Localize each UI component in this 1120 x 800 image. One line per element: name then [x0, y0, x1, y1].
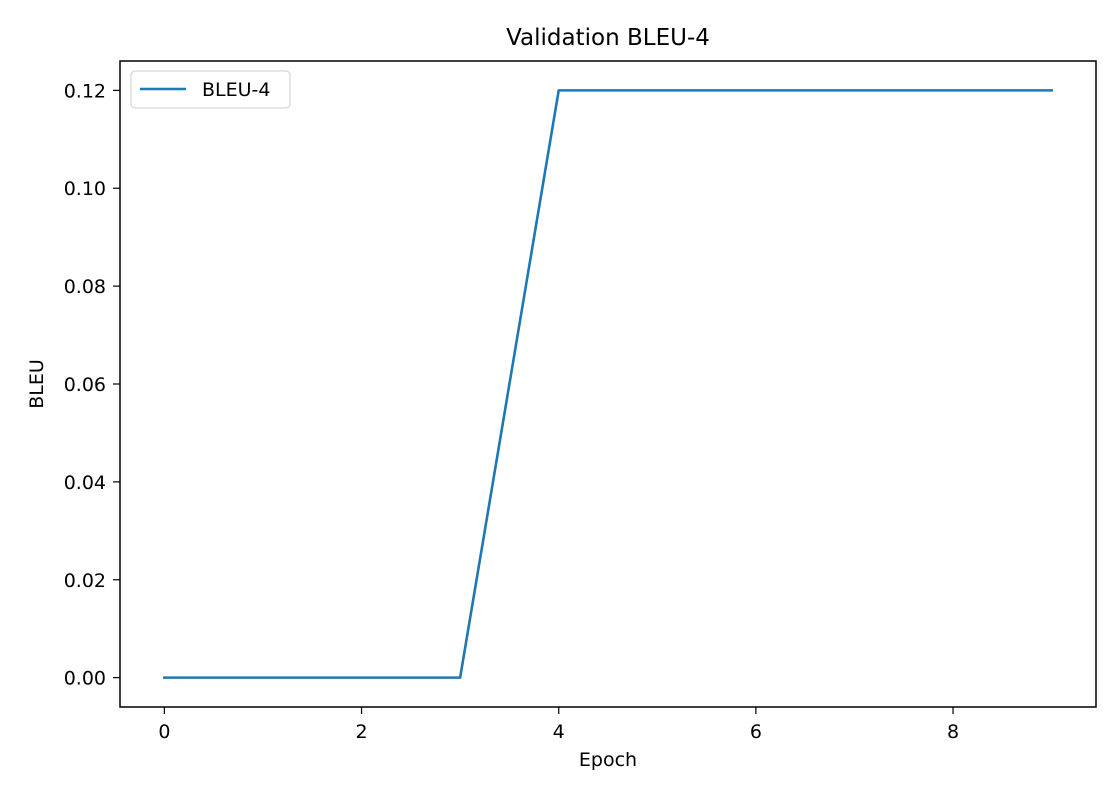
legend: BLEU-4	[131, 71, 290, 108]
y-tick-label: 0.06	[64, 374, 106, 396]
x-axis-label: Epoch	[579, 749, 637, 771]
chart-title: Validation BLEU-4	[506, 25, 710, 51]
x-tick-label: 8	[947, 721, 959, 743]
y-axis-label: BLEU	[26, 359, 48, 409]
y-tick-label: 0.10	[64, 178, 106, 200]
y-tick-label: 0.02	[64, 570, 106, 592]
x-tick-label: 4	[553, 721, 565, 743]
x-tick-label: 2	[355, 721, 367, 743]
y-tick-label: 0.00	[64, 668, 106, 690]
y-tick-label: 0.08	[64, 276, 106, 298]
legend-label-bleu-4: BLEU-4	[202, 79, 270, 101]
x-tick-label: 0	[158, 721, 170, 743]
y-tick-label: 0.12	[64, 80, 106, 102]
y-tick-label: 0.04	[64, 472, 106, 494]
x-tick-label: 6	[750, 721, 762, 743]
